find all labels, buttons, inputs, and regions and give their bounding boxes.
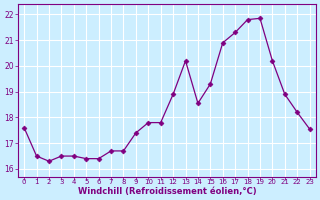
X-axis label: Windchill (Refroidissement éolien,°C): Windchill (Refroidissement éolien,°C) [77, 187, 256, 196]
